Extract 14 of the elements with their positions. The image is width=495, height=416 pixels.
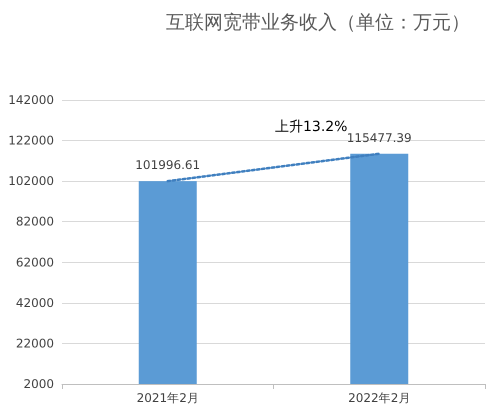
- y-tick-label: 122000: [8, 134, 54, 148]
- y-tick-label: 62000: [16, 255, 54, 270]
- x-tick-label: 2021年2月: [136, 391, 199, 405]
- y-tick-label: 142000: [8, 93, 54, 107]
- annotation: 上升13.2%: [275, 119, 348, 135]
- data-label: 115477.39: [346, 130, 412, 145]
- y-tick-label: 82000: [16, 214, 54, 229]
- y-tick-label: 42000: [16, 296, 54, 310]
- data-label: 101996.61: [135, 158, 200, 172]
- y-tick-label: 102000: [8, 174, 54, 188]
- y-tick-label: 2000: [23, 377, 54, 391]
- chart-title: 互联网宽带业务收入（单位：万元）: [166, 12, 470, 34]
- x-tick-label: 2022年2月: [348, 391, 410, 405]
- y-tick-label: 22000: [16, 336, 54, 350]
